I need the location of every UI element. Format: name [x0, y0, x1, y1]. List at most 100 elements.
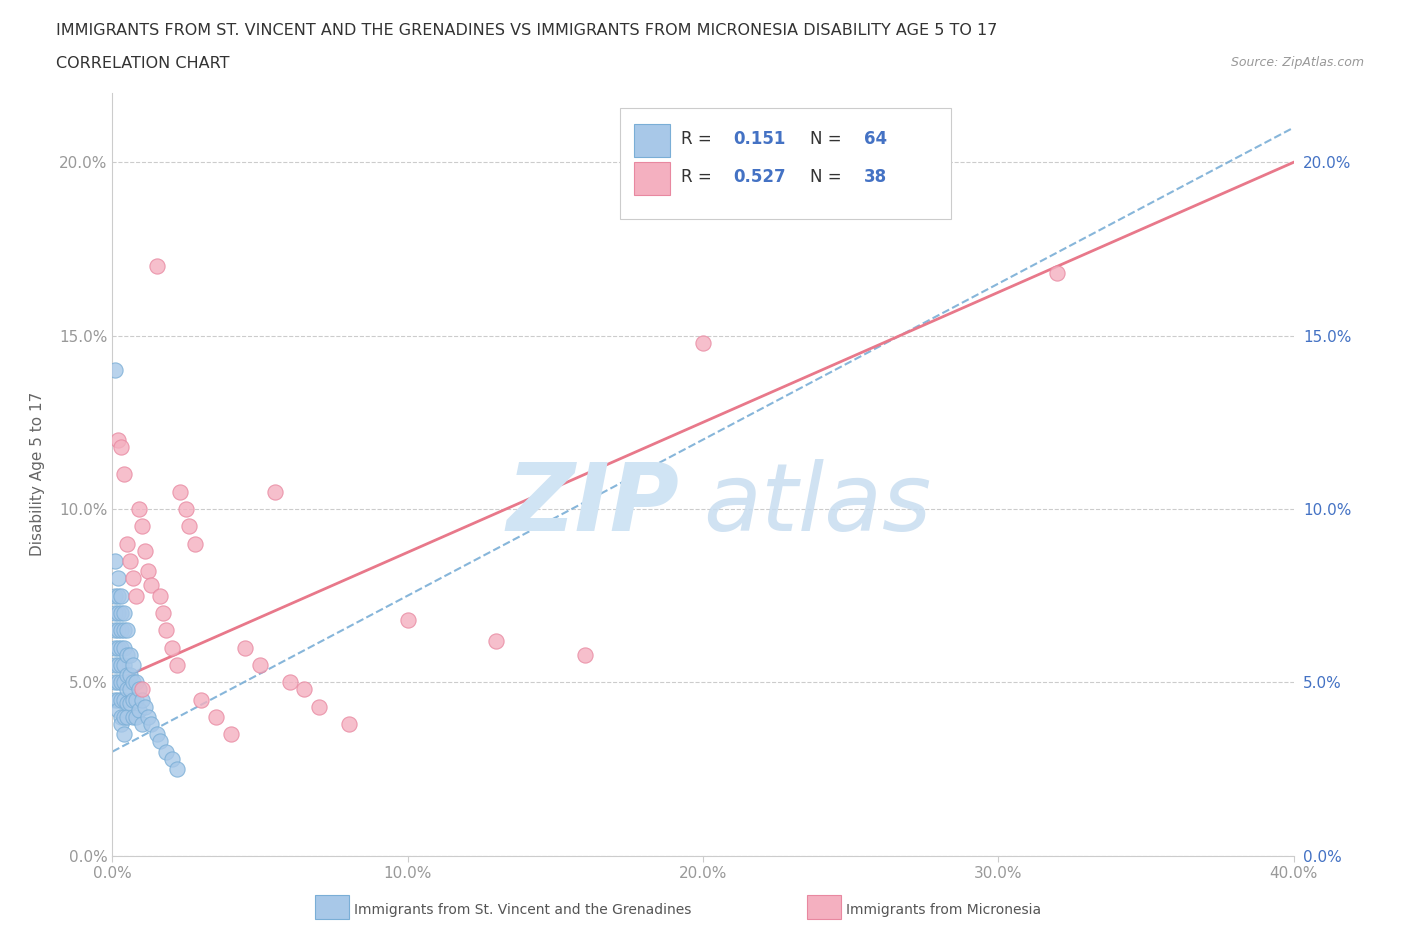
Point: [249, 658, 271, 672]
Point: [1046, 266, 1069, 281]
Text: R =: R =: [681, 168, 717, 186]
Text: 0.527: 0.527: [734, 168, 786, 186]
Point: [122, 571, 145, 586]
Point: [152, 605, 174, 620]
Point: [125, 692, 148, 707]
Point: [131, 692, 153, 707]
Point: [146, 259, 169, 273]
Point: [110, 605, 132, 620]
Point: [112, 692, 135, 707]
Point: [264, 485, 287, 499]
Point: [131, 519, 153, 534]
Point: [110, 623, 132, 638]
Point: [110, 692, 132, 707]
Point: [120, 682, 142, 697]
FancyBboxPatch shape: [620, 108, 950, 219]
Point: [117, 710, 138, 724]
Point: [125, 710, 148, 724]
Point: [128, 702, 150, 717]
Point: [112, 727, 135, 742]
Point: [110, 439, 132, 454]
Point: [155, 623, 177, 638]
Point: [117, 647, 138, 662]
Point: [125, 588, 148, 603]
Text: IMMIGRANTS FROM ST. VINCENT AND THE GRENADINES VS IMMIGRANTS FROM MICRONESIA DIS: IMMIGRANTS FROM ST. VINCENT AND THE GREN…: [56, 23, 998, 38]
Point: [107, 432, 129, 447]
Text: Source: ZipAtlas.com: Source: ZipAtlas.com: [1230, 56, 1364, 69]
Point: [104, 553, 127, 568]
Point: [396, 613, 419, 628]
Text: atlas: atlas: [703, 459, 931, 551]
Point: [122, 710, 145, 724]
Point: [166, 762, 188, 777]
Point: [174, 501, 197, 516]
FancyBboxPatch shape: [634, 162, 669, 195]
Point: [134, 699, 156, 714]
Text: Immigrants from St. Vincent and the Grenadines: Immigrants from St. Vincent and the Gren…: [354, 902, 692, 917]
Point: [112, 605, 135, 620]
Point: [337, 716, 360, 731]
Point: [120, 668, 142, 683]
Point: [205, 710, 228, 724]
Point: [122, 675, 145, 690]
Point: [107, 658, 129, 672]
Point: [117, 696, 138, 711]
Point: [233, 640, 256, 655]
Text: 64: 64: [863, 130, 887, 148]
Point: [107, 640, 129, 655]
Point: [107, 692, 129, 707]
Point: [104, 363, 127, 378]
Point: [104, 605, 127, 620]
Point: [112, 467, 135, 482]
Point: [104, 588, 127, 603]
Point: [485, 633, 508, 648]
Text: 0.151: 0.151: [734, 130, 786, 148]
Point: [117, 682, 138, 697]
Point: [104, 640, 127, 655]
Point: [107, 605, 129, 620]
Point: [139, 716, 162, 731]
Point: [107, 702, 129, 717]
Point: [169, 485, 191, 499]
Point: [120, 647, 142, 662]
Point: [136, 564, 159, 578]
Point: [131, 716, 153, 731]
Point: [110, 658, 132, 672]
Point: [146, 727, 169, 742]
Point: [128, 501, 150, 516]
Point: [574, 647, 596, 662]
Point: [692, 335, 714, 350]
Point: [104, 692, 127, 707]
Point: [104, 675, 127, 690]
Point: [117, 623, 138, 638]
Point: [308, 699, 330, 714]
Point: [139, 578, 162, 592]
Point: [219, 727, 242, 742]
Text: ZIP: ZIP: [506, 458, 679, 551]
Point: [160, 751, 183, 766]
Point: [112, 658, 135, 672]
Point: [131, 682, 153, 697]
Point: [149, 588, 172, 603]
Point: [136, 710, 159, 724]
Point: [107, 675, 129, 690]
Y-axis label: Disability Age 5 to 17: Disability Age 5 to 17: [31, 392, 45, 556]
Point: [107, 588, 129, 603]
Point: [112, 710, 135, 724]
Point: [128, 682, 150, 697]
Text: N =: N =: [810, 168, 848, 186]
Point: [110, 640, 132, 655]
Point: [110, 588, 132, 603]
Point: [179, 519, 201, 534]
Point: [120, 553, 142, 568]
FancyBboxPatch shape: [634, 124, 669, 157]
Point: [110, 710, 132, 724]
Point: [292, 682, 315, 697]
Point: [117, 668, 138, 683]
Point: [184, 537, 207, 551]
Point: [134, 543, 156, 558]
Point: [107, 623, 129, 638]
Point: [149, 734, 172, 749]
Point: [112, 640, 135, 655]
Point: [110, 675, 132, 690]
